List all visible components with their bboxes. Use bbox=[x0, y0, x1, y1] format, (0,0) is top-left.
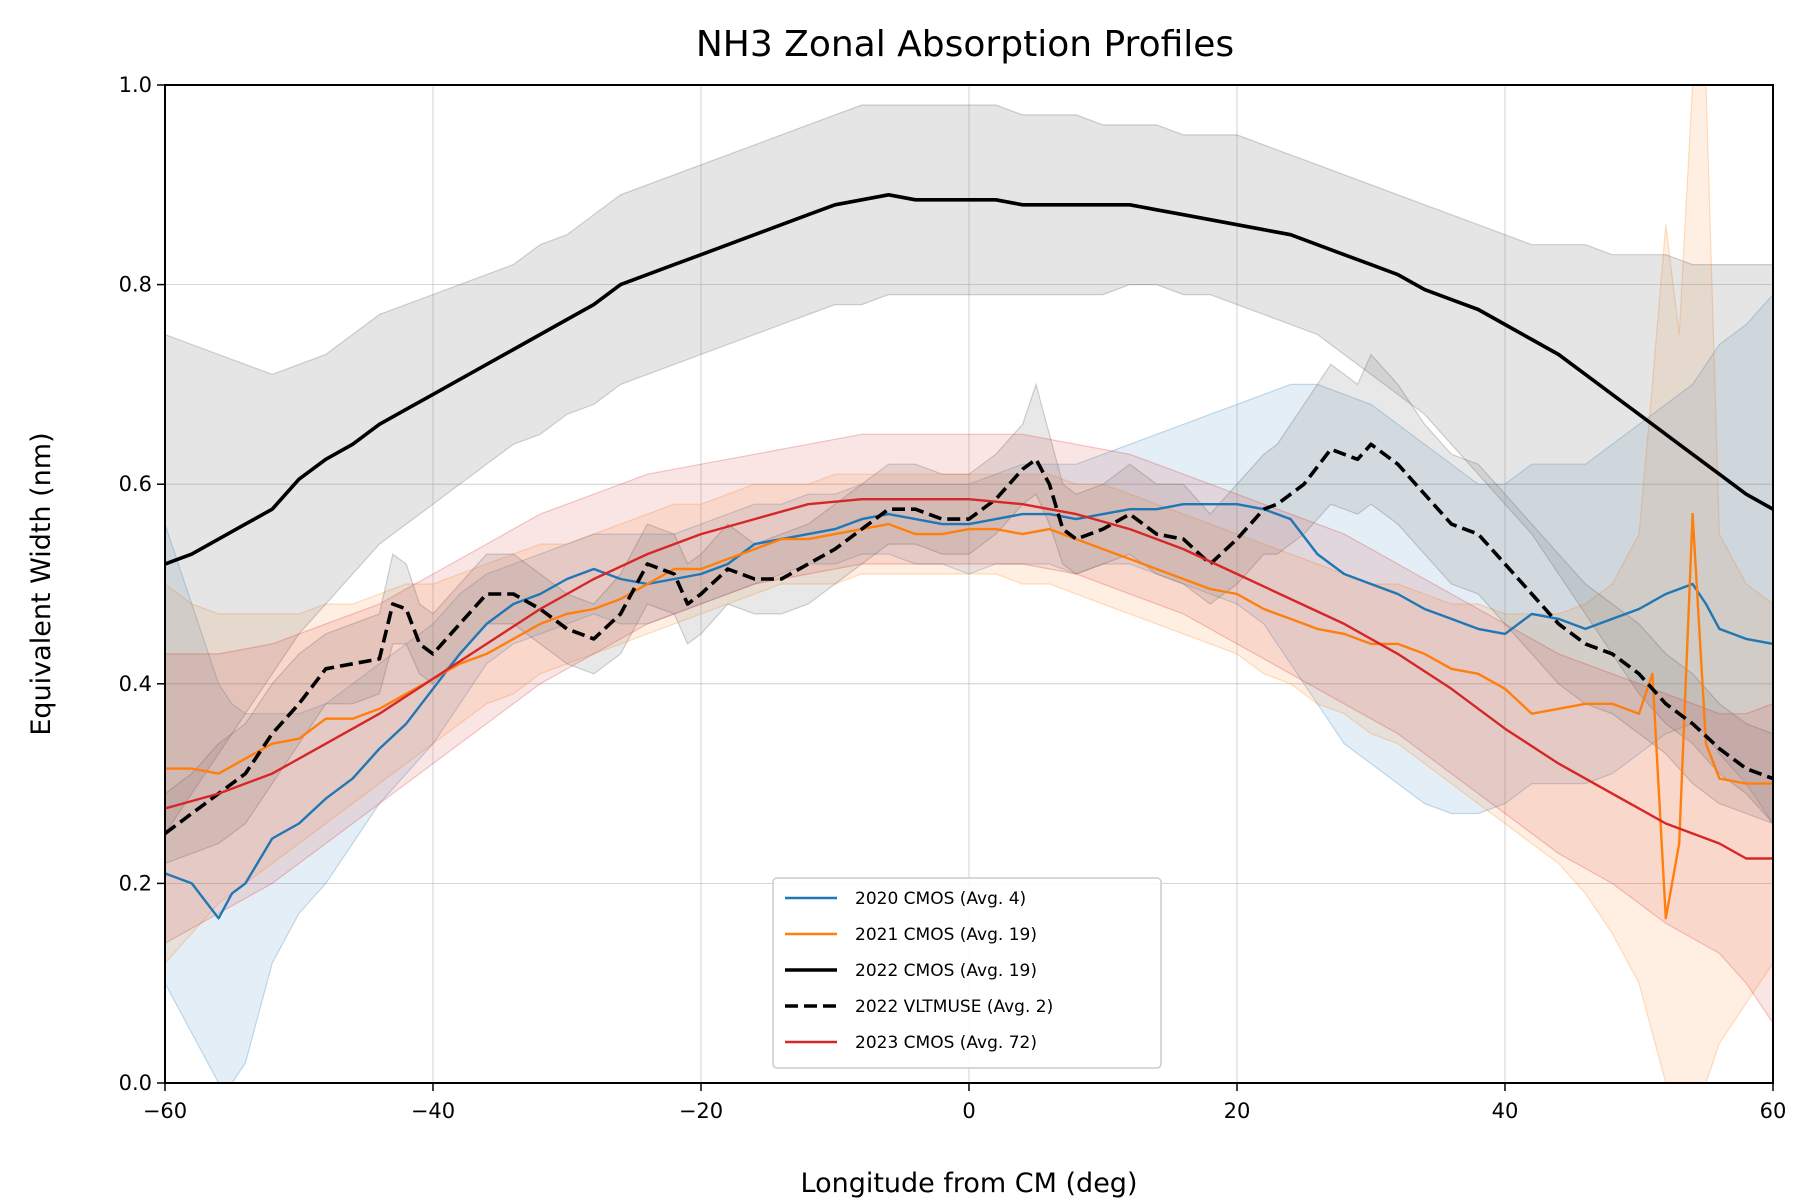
x-tick-label: 0 bbox=[962, 1099, 975, 1123]
legend-label-3: 2022 VLTMUSE (Avg. 2) bbox=[855, 997, 1053, 1017]
confidence-bands bbox=[165, 85, 1773, 1083]
y-tick-label: 0.6 bbox=[119, 472, 152, 496]
x-tick-label: 40 bbox=[1492, 1099, 1519, 1123]
x-tick-label: 20 bbox=[1224, 1099, 1251, 1123]
series-lines bbox=[165, 193, 1773, 920]
series-band-4 bbox=[165, 433, 1773, 1025]
legend-box bbox=[772, 877, 1162, 1069]
legend-label-4: 2023 CMOS (Avg. 72) bbox=[855, 1033, 1037, 1053]
series-band-2 bbox=[165, 104, 1773, 835]
x-tick-label: −40 bbox=[411, 1099, 455, 1123]
chart-title: NH3 Zonal Absorption Profiles bbox=[696, 24, 1234, 65]
x-tick-label: −20 bbox=[679, 1099, 723, 1123]
series-line-2 bbox=[165, 193, 1773, 566]
y-tick-label: 0.2 bbox=[119, 871, 152, 895]
series-band-0 bbox=[165, 293, 1773, 1083]
axis-ticks: −60 −40 −20 0 20 40 60 0.0 0.2 0.4 0.6 0.8 1.0 bbox=[119, 73, 1787, 1123]
legend-label-2: 2022 CMOS (Avg. 19) bbox=[855, 961, 1037, 981]
series-line-3 bbox=[165, 442, 1773, 835]
series-band-3 bbox=[165, 353, 1773, 865]
y-axis-title: Equivalent Width (nm) bbox=[26, 432, 57, 735]
y-tick-label: 1.0 bbox=[119, 73, 152, 97]
series-line-4 bbox=[165, 498, 1773, 860]
legend: 2020 CMOS (Avg. 4) 2021 CMOS (Avg. 19) 202… bbox=[772, 877, 1162, 1069]
legend-label-0: 2020 CMOS (Avg. 4) bbox=[855, 889, 1026, 909]
y-tick-label: 0.8 bbox=[119, 273, 152, 297]
y-tick-label: 0.0 bbox=[119, 1071, 152, 1095]
series-line-0 bbox=[165, 503, 1773, 920]
series-band-1 bbox=[165, 85, 1773, 1083]
x-axis-title: Longitude from CM (deg) bbox=[801, 1168, 1138, 1199]
x-tick-label: −60 bbox=[143, 1099, 187, 1123]
legend-items: 2020 CMOS (Avg. 4) 2021 CMOS (Avg. 19) 202… bbox=[785, 889, 1053, 1053]
legend-label-1: 2021 CMOS (Avg. 19) bbox=[855, 925, 1037, 945]
y-tick-label: 0.4 bbox=[119, 672, 152, 696]
x-tick-label: 60 bbox=[1760, 1099, 1787, 1123]
